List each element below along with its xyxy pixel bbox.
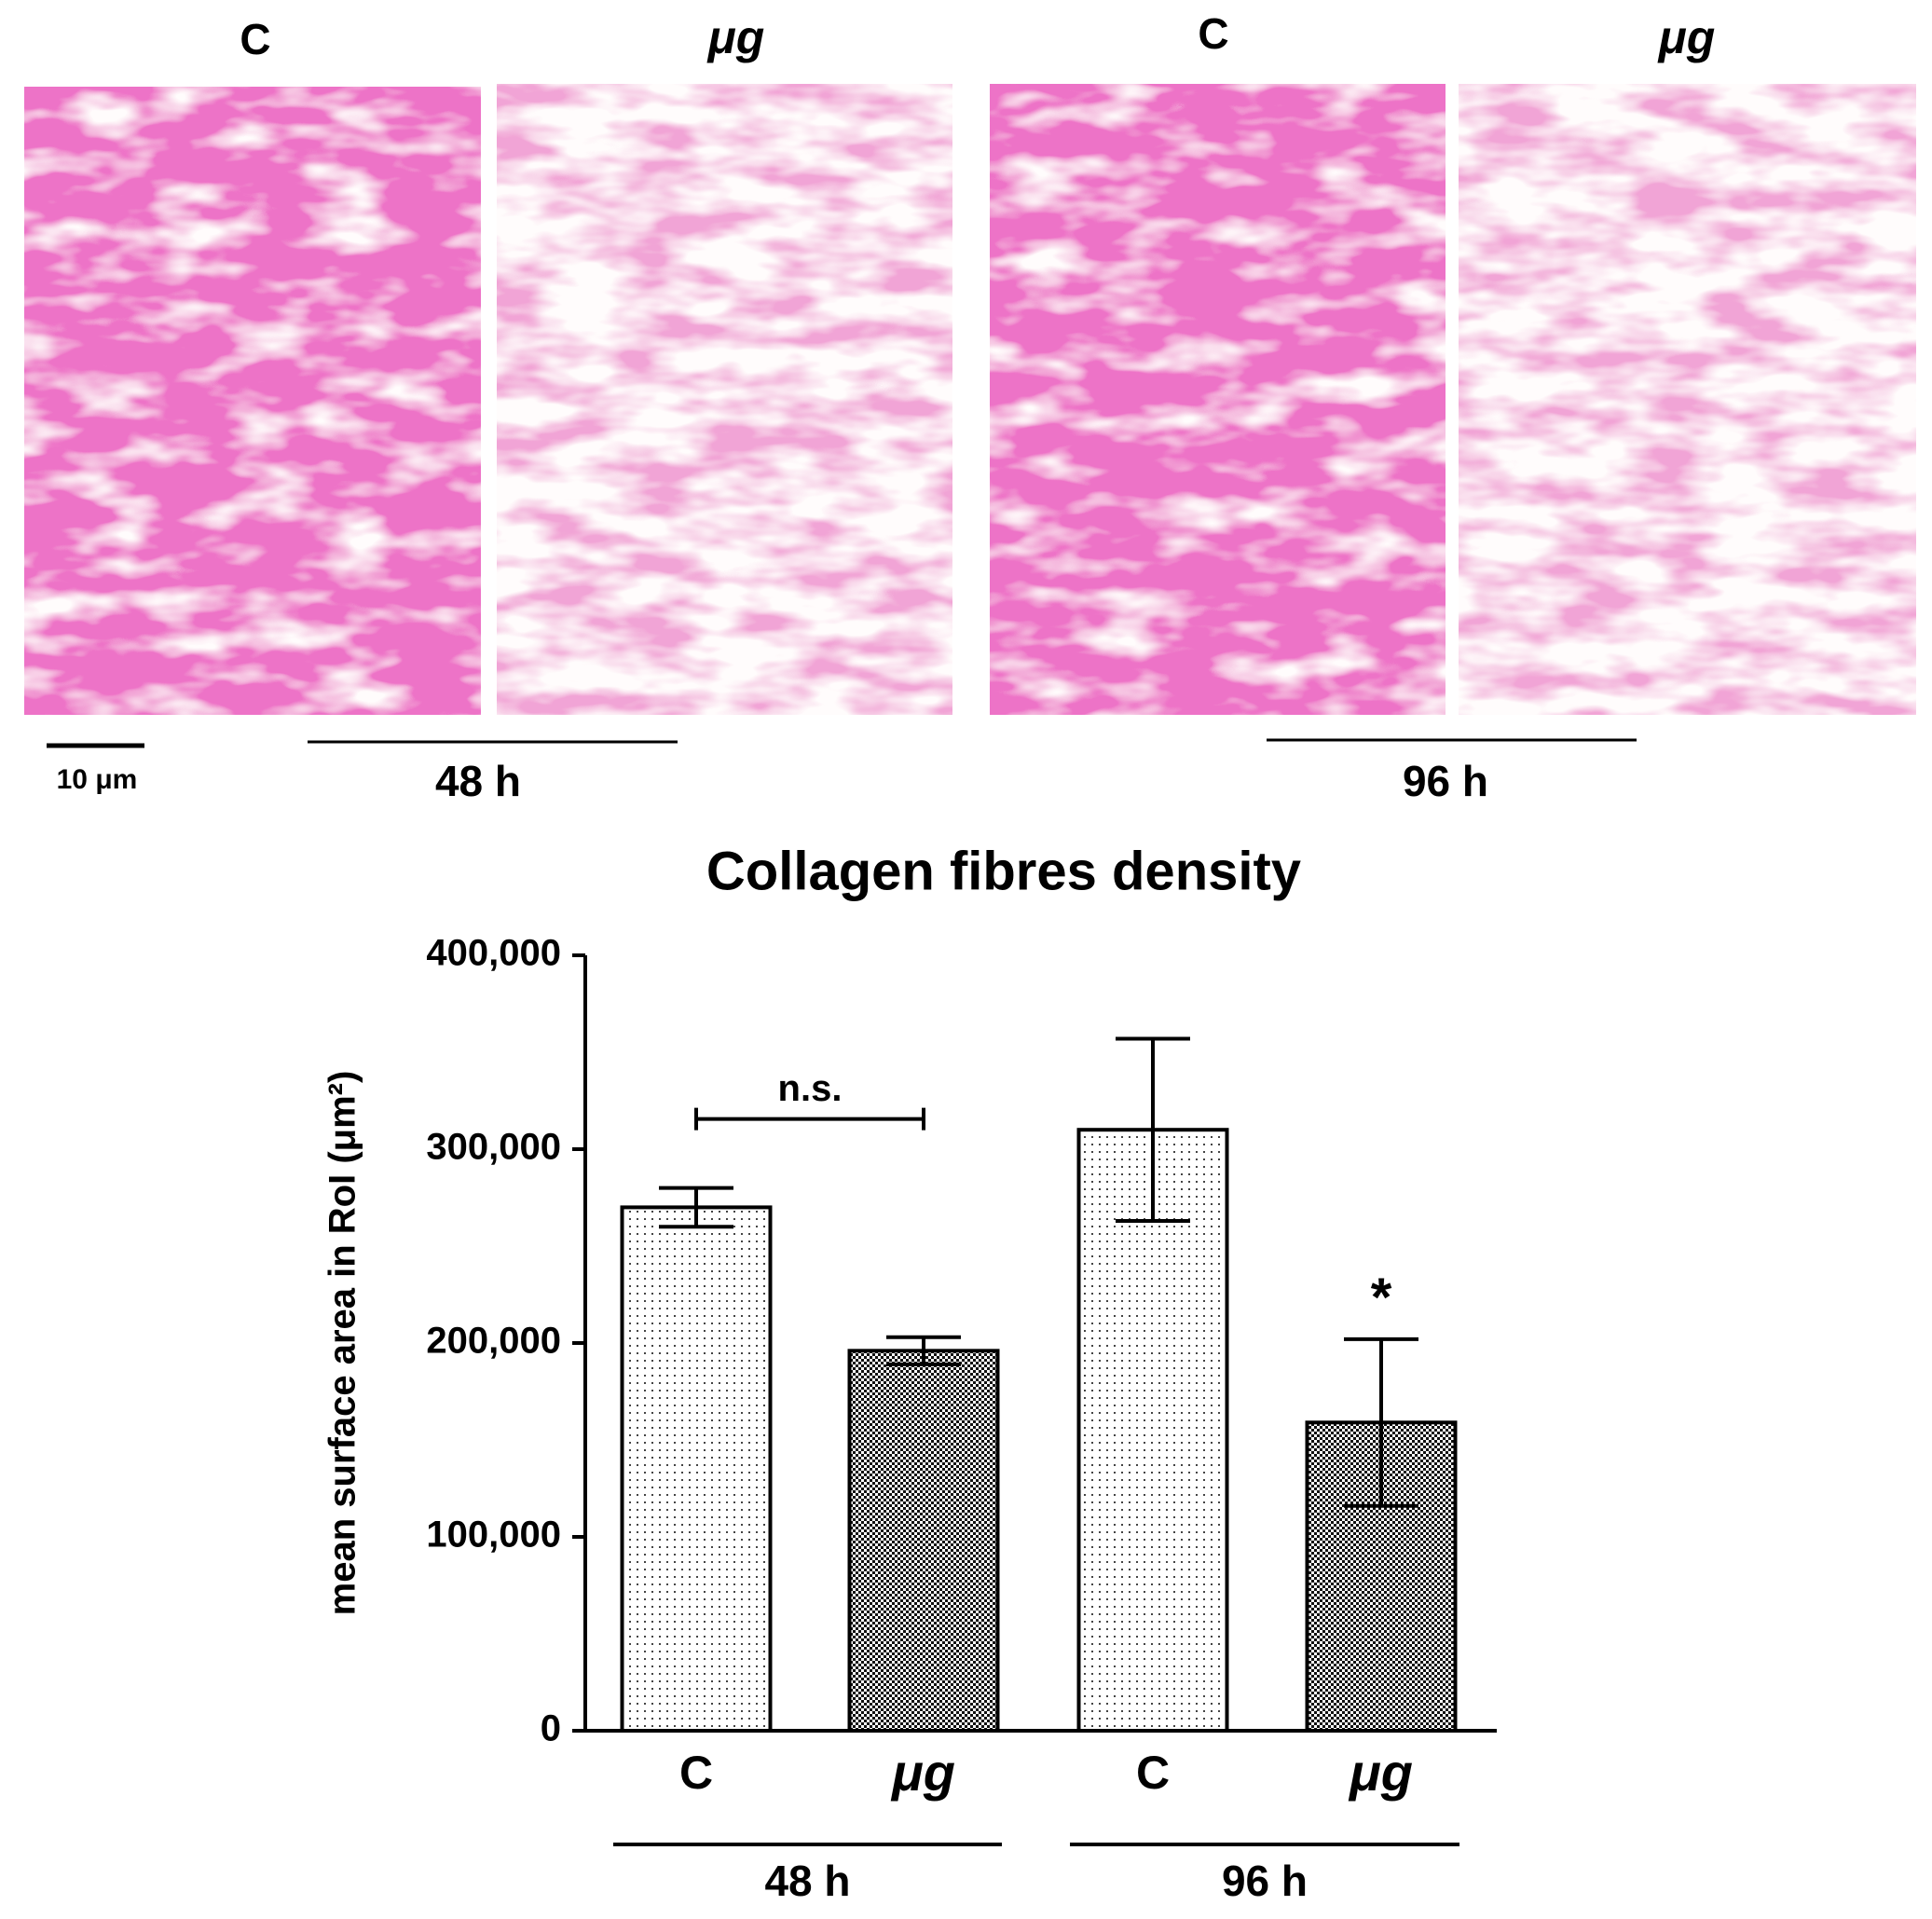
group-label: 48 h bbox=[764, 1857, 850, 1905]
y-tick-label: 400,000 bbox=[426, 933, 561, 974]
annotation: * bbox=[1371, 1268, 1392, 1328]
micrographs bbox=[24, 84, 1916, 715]
scale-bar-label: 10 μm bbox=[57, 764, 138, 795]
panel-label: C bbox=[240, 15, 270, 63]
x-tick-label: C bbox=[679, 1747, 713, 1799]
group-label: 96 h bbox=[1222, 1857, 1308, 1905]
x-tick-label: C bbox=[1136, 1747, 1170, 1799]
panel-label: μg bbox=[706, 11, 765, 63]
group-label: 48 h bbox=[435, 757, 521, 805]
bar bbox=[1076, 1128, 1229, 1733]
micrograph bbox=[1459, 84, 1916, 715]
chart-title: Collagen fibres density bbox=[706, 841, 1301, 901]
y-axis-label: mean surface area in RoI (μm²) bbox=[322, 1071, 363, 1616]
y-tick-label: 200,000 bbox=[426, 1321, 561, 1362]
y-tick-label: 0 bbox=[541, 1708, 561, 1749]
group-label: 96 h bbox=[1403, 757, 1488, 805]
micrograph bbox=[990, 84, 1446, 715]
bar bbox=[847, 1349, 1000, 1733]
significance-bracket bbox=[694, 1107, 925, 1131]
error-bar bbox=[886, 1335, 961, 1366]
bar bbox=[620, 1205, 773, 1733]
annotation: n.s. bbox=[778, 1068, 843, 1109]
y-tick-label: 300,000 bbox=[426, 1127, 561, 1168]
x-tick-label: μg bbox=[1348, 1743, 1413, 1802]
error-bar bbox=[1116, 1036, 1190, 1223]
x-tick-label: μg bbox=[890, 1743, 955, 1802]
error-bar bbox=[659, 1186, 733, 1229]
panel-label: C bbox=[1198, 9, 1228, 58]
micrograph bbox=[497, 84, 952, 715]
micrograph bbox=[24, 87, 481, 715]
y-tick-label: 100,000 bbox=[426, 1515, 561, 1556]
error-bar bbox=[1344, 1336, 1418, 1508]
panel-label: μg bbox=[1657, 11, 1716, 63]
